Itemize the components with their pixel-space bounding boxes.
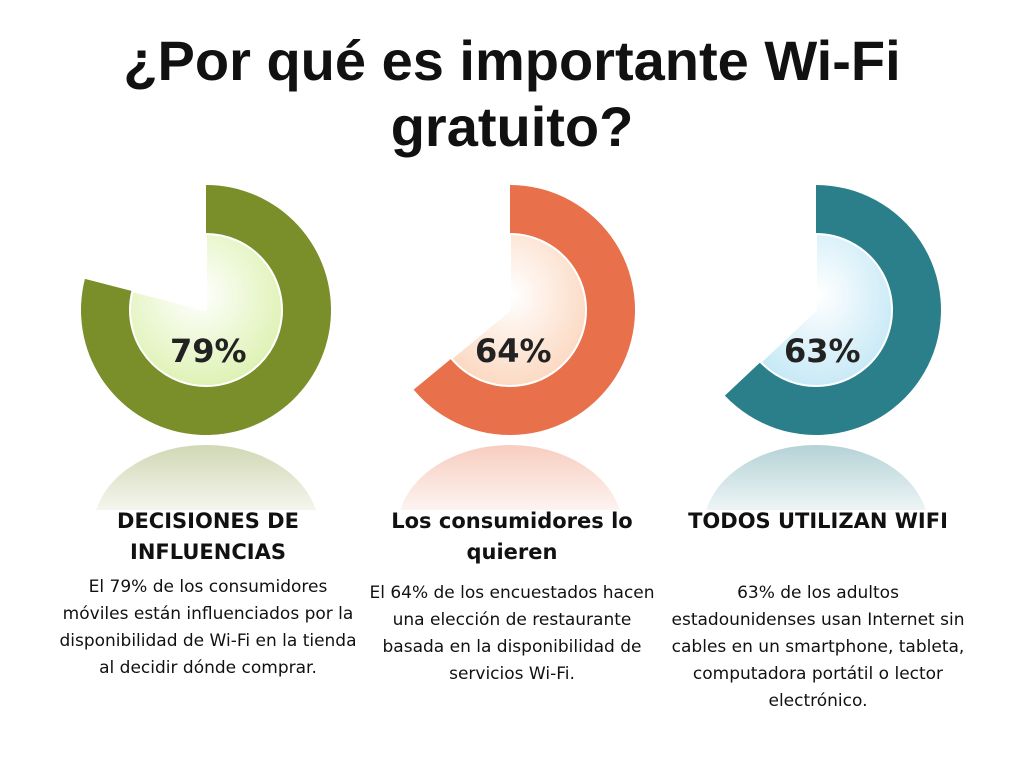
donut-outer-wedge bbox=[413, 185, 635, 435]
donut-inner-wedge bbox=[129, 232, 283, 387]
donut-inner-wedge bbox=[450, 232, 587, 387]
stat-description: 63% de los adultos estadounidenses usan … bbox=[671, 583, 965, 711]
donut-reflection bbox=[400, 445, 620, 510]
page-title: ¿Por qué es importante Wi-Fi gratuito? bbox=[123, 29, 901, 158]
donut-outer-wedge bbox=[724, 185, 941, 435]
donut-chart bbox=[400, 185, 635, 510]
stat-description: El 79% de los consumidores móviles están… bbox=[59, 577, 357, 678]
donut-chart bbox=[81, 185, 332, 510]
donut-inner-wedge bbox=[759, 232, 893, 387]
stat-card-influence: 79% DECISIONES DE INFLUENCIAS El 79% de … bbox=[58, 170, 358, 750]
stat-description: El 64% de los encuestados hacen una elec… bbox=[369, 583, 655, 684]
stat-card-consumers: 64% Los consumidores lo quieren El 64% d… bbox=[362, 170, 662, 750]
percent-label: 79% bbox=[170, 332, 247, 370]
stat-card-everyone: 63% TODOS UTILIZAN WIFI 63% de los adult… bbox=[668, 170, 968, 750]
percent-label: 64% bbox=[475, 332, 552, 370]
stat-heading: DECISIONES DE INFLUENCIAS bbox=[117, 509, 299, 564]
stat-heading: Los consumidores lo quieren bbox=[391, 509, 633, 564]
donut-outer-wedge bbox=[81, 185, 332, 435]
donut-reflection bbox=[96, 445, 316, 510]
percent-label: 63% bbox=[784, 332, 861, 370]
stat-heading: TODOS UTILIZAN WIFI bbox=[688, 509, 948, 533]
donut-reflection bbox=[706, 445, 926, 510]
donut-chart bbox=[706, 185, 941, 510]
